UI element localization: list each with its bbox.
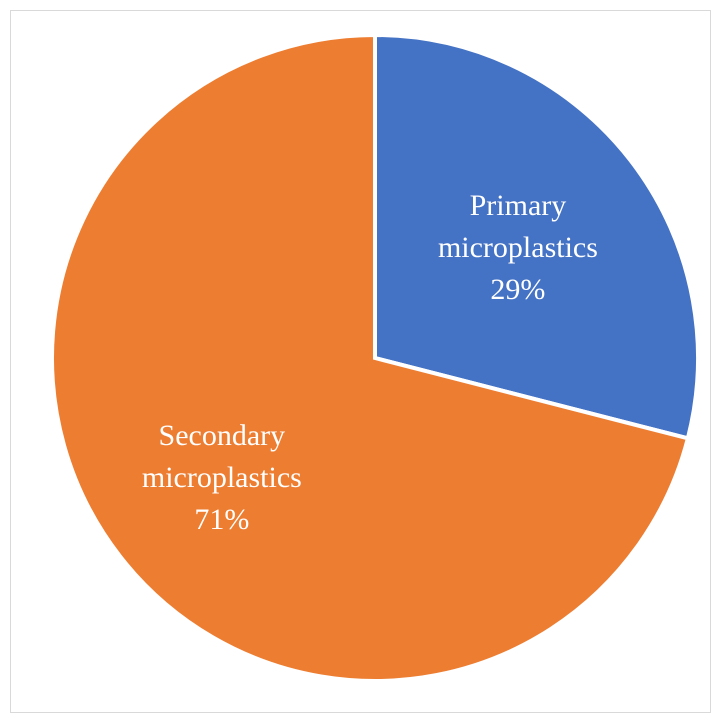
data-label-value: 29% bbox=[490, 273, 545, 306]
pie-slice-1 bbox=[373, 32, 700, 441]
data-label-name: microplastics bbox=[142, 461, 302, 494]
data-label-name: Primary bbox=[470, 189, 567, 222]
data-label-1: Primary microplastics 29% bbox=[438, 189, 598, 306]
data-label-value: 71% bbox=[194, 503, 249, 536]
data-label-2: Secondary microplastics 71% bbox=[142, 419, 302, 536]
data-label-name: microplastics bbox=[438, 231, 598, 264]
data-label-name: Secondary bbox=[159, 419, 286, 452]
pie-slice-2 bbox=[50, 32, 691, 683]
